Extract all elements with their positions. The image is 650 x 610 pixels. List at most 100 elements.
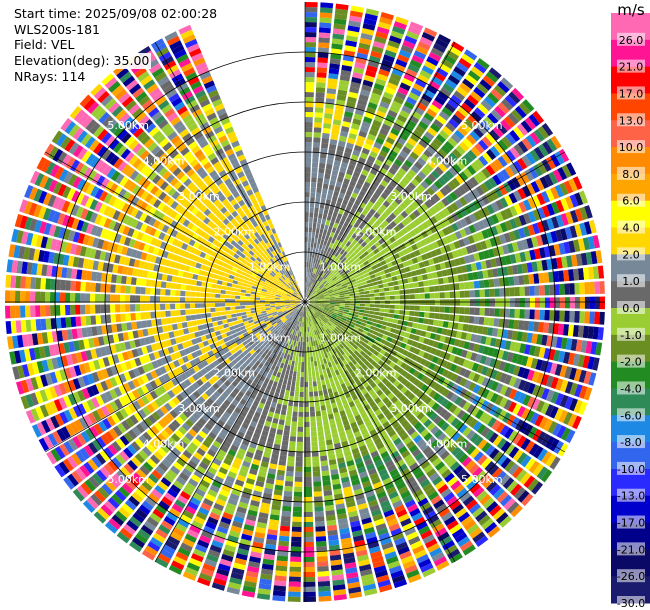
radar-gate: [256, 325, 262, 330]
radar-gate: [287, 456, 295, 462]
radar-gate: [271, 321, 277, 326]
radar-gate: [569, 367, 577, 381]
radar-gate: [132, 367, 141, 377]
radar-gate: [83, 414, 93, 427]
radar-gate: [489, 129, 500, 141]
radar-gate: [204, 345, 212, 352]
radar-gate: [328, 73, 339, 80]
radar-gate: [365, 275, 372, 281]
radar-gate: [437, 376, 446, 385]
radar-gate: [335, 452, 344, 459]
radar-gate: [374, 304, 380, 308]
radar-gate: [286, 308, 292, 312]
radar-gate: [318, 308, 324, 312]
radar-gate: [254, 427, 262, 435]
radar-gate: [321, 287, 326, 291]
radar-gate: [319, 12, 333, 19]
radar-gate: [404, 305, 410, 310]
radar-gate: [312, 278, 315, 284]
radar-gate: [326, 351, 332, 358]
radar-gate: [554, 297, 560, 309]
radar-gate: [300, 341, 303, 347]
radar-gate: [373, 285, 379, 290]
radar-gate: [204, 365, 212, 373]
radar-gate: [480, 240, 488, 250]
radar-gate: [249, 322, 255, 327]
radar-gate: [211, 336, 219, 343]
radar-gate: [442, 321, 449, 328]
radar-gate: [316, 187, 322, 194]
radar-gate: [332, 329, 338, 335]
radar-gate: [237, 402, 245, 410]
radar-gate: [405, 271, 412, 278]
radar-gate: [137, 528, 151, 540]
radar-gate: [349, 293, 355, 297]
radar-gate: [220, 427, 229, 436]
radar-gate: [359, 173, 367, 181]
radar-gate: [414, 470, 425, 480]
radar-gate: [454, 299, 460, 306]
radar-gate: [562, 351, 571, 364]
radar-gate: [323, 309, 329, 313]
radar-gate: [412, 545, 425, 555]
radar-gate: [308, 294, 312, 299]
radar-gate: [363, 313, 369, 317]
radar-gate: [306, 287, 308, 293]
radar-gate: [487, 248, 495, 258]
radar-gate: [324, 224, 329, 231]
radar-gate: [392, 532, 405, 541]
radar-gate: [350, 525, 362, 533]
radar-gate: [318, 585, 331, 592]
radar-gate: [370, 124, 380, 132]
radar-gate: [299, 306, 303, 311]
radar-gate: [316, 72, 327, 78]
radar-gate: [199, 404, 208, 413]
radar-gate: [188, 442, 199, 451]
radar-gate: [412, 322, 418, 329]
radar-gate: [354, 362, 361, 369]
radar-gate: [220, 516, 232, 525]
radar-gate: [259, 320, 265, 325]
radar-gate: [506, 414, 516, 426]
radar-gate: [327, 345, 332, 352]
radar-gate: [374, 219, 382, 227]
radar-gate: [451, 528, 465, 539]
radar-gate: [331, 268, 337, 274]
radar-gate: [348, 290, 355, 294]
radar-gate: [182, 409, 192, 418]
radar-gate: [63, 476, 75, 490]
radar-gate: [319, 259, 323, 266]
radar-gate: [162, 544, 176, 555]
radar-gate: [317, 238, 322, 244]
radar-gate: [198, 430, 207, 439]
radar-gate: [284, 312, 289, 317]
radar-gate: [265, 366, 271, 373]
radar-gate: [418, 261, 425, 269]
radar-gate: [317, 259, 321, 265]
radar-gate: [348, 20, 361, 28]
radar-gate: [311, 237, 315, 243]
radar-gate: [220, 444, 229, 453]
radar-gate: [310, 247, 313, 253]
radar-gate: [406, 339, 414, 346]
radar-gate: [450, 232, 458, 242]
radar-gate: [305, 152, 312, 158]
radar-gate: [256, 334, 263, 340]
radar-gate: [262, 492, 272, 500]
radar-gate: [269, 318, 275, 322]
radar-gate: [274, 376, 280, 383]
radar-gate: [544, 297, 551, 308]
radar-gate: [375, 346, 382, 353]
radar-gate: [309, 396, 314, 402]
radar-gate: [248, 361, 255, 368]
radar-gate: [245, 451, 254, 459]
radar-gate: [508, 463, 520, 476]
radar-gate: [369, 184, 377, 192]
radar-gate: [380, 338, 387, 345]
radar-gate: [454, 230, 463, 240]
radar-gate: [171, 387, 180, 396]
radar-gate: [225, 331, 232, 337]
radar-gate: [265, 477, 275, 485]
radar-gate: [290, 385, 295, 392]
